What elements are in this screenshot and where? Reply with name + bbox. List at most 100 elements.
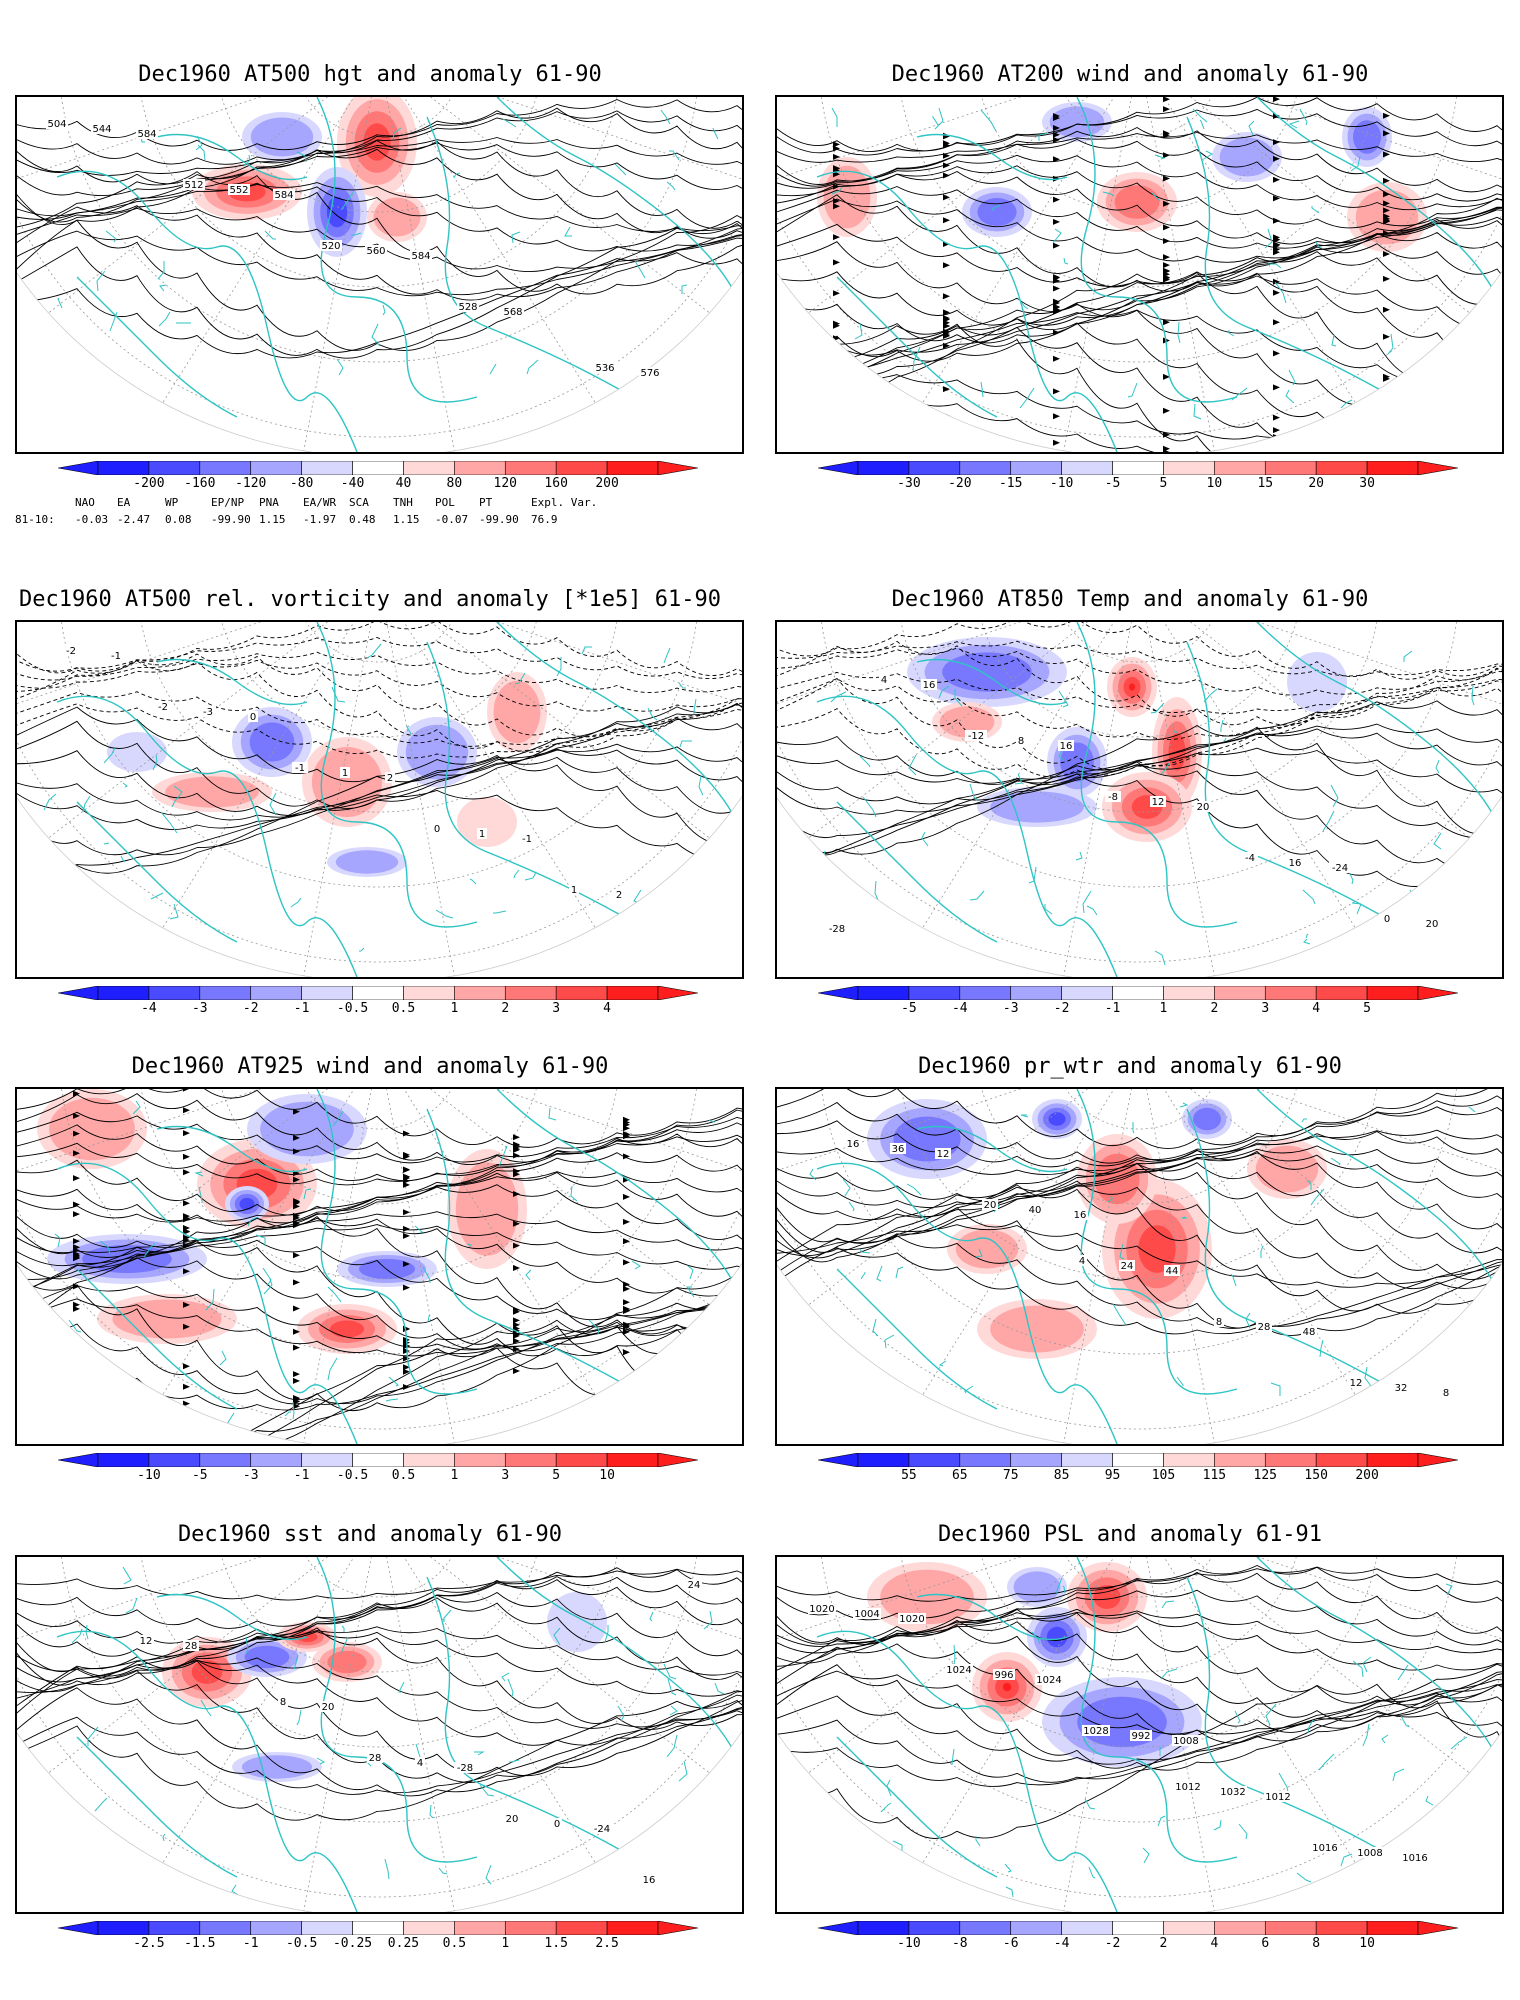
coastline-fragment xyxy=(686,1346,700,1359)
streamline-arrow xyxy=(73,1254,80,1261)
coastline-fragment xyxy=(414,1225,423,1234)
coastline-fragment xyxy=(868,1363,875,1367)
contour-line xyxy=(17,1627,742,1730)
coastline-fragment xyxy=(49,941,58,960)
streamline xyxy=(777,309,1502,388)
coastline-fragment xyxy=(122,1566,132,1585)
coastline-fragment xyxy=(1288,369,1296,386)
colorbar-right-arrow xyxy=(1417,460,1459,476)
colorbar-right-arrow xyxy=(1417,1920,1459,1936)
coastline-fragment xyxy=(514,672,526,685)
streamline-arrow xyxy=(513,1338,520,1344)
coastline-fragment xyxy=(243,154,251,167)
coastline-fragment xyxy=(1463,1349,1471,1363)
streamline-arrow xyxy=(943,172,950,179)
streamline-arrow xyxy=(293,1148,300,1155)
coastline xyxy=(496,1089,738,1290)
index-header: PNA xyxy=(259,496,279,509)
coastline-fragment xyxy=(604,1402,619,1423)
streamline-arrow xyxy=(183,1443,190,1444)
colorbar xyxy=(817,1452,1459,1468)
map-layer xyxy=(777,97,1502,452)
streamline-arrow xyxy=(1273,384,1280,391)
coastline-fragment xyxy=(1302,889,1316,905)
streamline-arrow xyxy=(833,389,840,396)
coastline xyxy=(1186,641,1428,943)
coastline-fragment xyxy=(1445,891,1455,910)
meridian-line xyxy=(378,1557,470,1912)
latitude-circle xyxy=(58,622,700,888)
streamline-arrow xyxy=(403,1166,410,1173)
contour-label: 584 xyxy=(411,251,430,262)
streamline xyxy=(17,1184,742,1258)
coastline-fragment xyxy=(969,890,985,901)
contour-label: 16 xyxy=(643,1875,656,1886)
contour-label: 992 xyxy=(1131,1731,1150,1742)
streamline-arrow xyxy=(943,323,950,330)
coastline xyxy=(1076,1557,1238,1863)
colorbar-tick-label: 2.5 xyxy=(595,1936,619,1951)
streamline-arrow xyxy=(513,1191,520,1197)
contour-label: 16 xyxy=(1289,858,1302,869)
colorbar-tick-label: -30 xyxy=(897,476,921,491)
coastline xyxy=(156,658,308,706)
coastline-fragment xyxy=(132,1100,141,1115)
coastline-fragment xyxy=(938,685,950,699)
contour-label-bg xyxy=(1174,1781,1202,1792)
contour-line xyxy=(777,1162,1502,1280)
coastline-fragment xyxy=(1245,1312,1251,1329)
colorbar-tick-label: 30 xyxy=(1359,476,1375,491)
contour-label: 560 xyxy=(366,246,385,257)
contour-label-bg xyxy=(1242,852,1258,863)
coastline xyxy=(916,1125,1068,1173)
contour-line xyxy=(17,1710,742,1795)
streamline-arrow xyxy=(293,1176,300,1183)
coastline-fragment xyxy=(162,1833,166,1842)
colorbar-left-arrow xyxy=(817,1452,859,1468)
colorbar-tick-label: -2 xyxy=(242,1001,259,1016)
colorbar xyxy=(817,1920,1459,1936)
coastline-fragment xyxy=(614,163,627,176)
streamline xyxy=(777,108,1502,156)
contour-label: 4 xyxy=(881,675,887,686)
coastline-fragment xyxy=(200,1699,212,1717)
streamline-arrow xyxy=(1053,413,1060,420)
contour-line xyxy=(17,1576,742,1644)
coastline-fragment xyxy=(880,1802,892,1813)
coastline-fragment xyxy=(1299,108,1308,126)
contour-line xyxy=(17,702,742,809)
meridian-line xyxy=(378,622,640,977)
colorbar-tick-label: -3 xyxy=(242,1468,259,1483)
index-value: 1.15 xyxy=(393,513,420,526)
contour-label: 1016 xyxy=(1312,1843,1337,1854)
coastline-fragment xyxy=(1004,1863,1012,1873)
colorbar-tick-label: -1 xyxy=(293,1468,310,1483)
streamline-arrow xyxy=(1383,251,1390,257)
contour-label-bg xyxy=(63,645,79,656)
contour-line xyxy=(17,1659,742,1746)
streamline-arrow xyxy=(1163,175,1170,182)
coastline-fragment xyxy=(633,889,642,904)
colorbar-labels: -200 -160 -120 -80 -40 40 80 120 160 200 xyxy=(58,476,698,492)
coastline-fragment xyxy=(296,1709,302,1726)
coastline-fragment xyxy=(122,782,128,788)
map-frame: 4 8 12 16 20 24 28 32 36 40 44 48 8 12 16 xyxy=(775,1087,1504,1446)
coastline-fragment xyxy=(1409,889,1420,908)
contour-label: 20 xyxy=(322,1702,335,1713)
coastline-fragment xyxy=(1471,685,1475,706)
streamline xyxy=(17,1111,742,1164)
streamline-arrow xyxy=(513,1368,520,1374)
contour-line xyxy=(777,1564,1502,1621)
colorbar-swatch xyxy=(454,985,506,1001)
colorbar-tick-label: 0.5 xyxy=(391,1001,416,1016)
panel-title: Dec1960 AT850 Temp and anomaly 61-90 xyxy=(891,587,1369,612)
coastline-fragment xyxy=(173,785,183,800)
coastline-fragment xyxy=(197,144,206,161)
positive-anomaly-shade xyxy=(1114,185,1160,219)
contour-label: 2 xyxy=(616,890,622,901)
contour-label: -12 xyxy=(968,731,984,742)
coastline xyxy=(1186,116,1428,418)
contour-label: -2 xyxy=(66,646,76,657)
coastline-fragment xyxy=(443,1609,452,1622)
colorbar-swatch xyxy=(1112,985,1164,1001)
